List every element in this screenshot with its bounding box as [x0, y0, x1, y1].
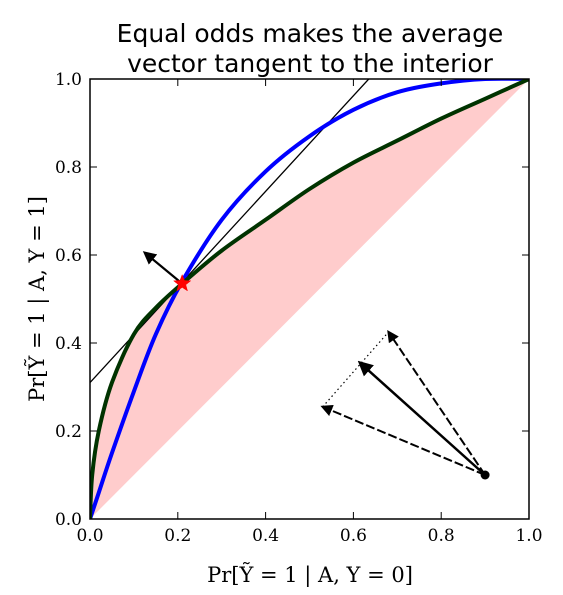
chart-title-line-2: vector tangent to the interior — [127, 49, 494, 78]
axis-ticks: 0.00.0 0.2 0.2 0.4 0.4 0.6 0.6 0.8 0.8 1.0 1.0 — [55, 70, 543, 546]
plot-area — [90, 79, 529, 519]
y-tick-label: 1.0 — [55, 70, 82, 90]
vector-origin-dot — [480, 470, 490, 480]
y-tick-label: 0.8 — [55, 158, 82, 178]
annotations — [142, 251, 490, 480]
dashed-vector-arrow-1 — [320, 404, 486, 476]
x-tick-label: 0.0 — [76, 526, 103, 546]
y-tick-label: 0.4 — [55, 334, 82, 354]
tangent-point-star-marker — [172, 273, 192, 292]
y-tick-label: 0.2 — [55, 422, 82, 442]
feasible-region-fill — [90, 79, 529, 519]
x-tick-label: 0.4 — [252, 526, 279, 546]
dotted-connector — [322, 331, 389, 408]
dashed-vector-arrow-2 — [387, 330, 486, 476]
green-roc-curve — [90, 79, 529, 519]
x-tick-label: 0.2 — [164, 526, 191, 546]
chart-title-line-1: Equal odds makes the average — [117, 19, 504, 48]
blue-roc-curve — [90, 79, 529, 519]
x-axis-label: Pr[Ỹ = 1 | A, Y = 0] — [207, 563, 413, 588]
average-vector-arrow — [357, 360, 486, 476]
normal-arrow — [142, 251, 183, 285]
y-tick-label: 0.6 — [55, 246, 82, 266]
x-tick-label: 0.6 — [340, 526, 367, 546]
plot-frame — [89, 78, 530, 520]
x-tick-label: 0.8 — [428, 526, 455, 546]
x-tick-label: 1.0 — [515, 526, 542, 546]
y-axis-label: Pr[Ỹ = 1 | A, Y = 1] — [25, 196, 50, 402]
y-tick-label: 0.0 — [55, 510, 82, 530]
